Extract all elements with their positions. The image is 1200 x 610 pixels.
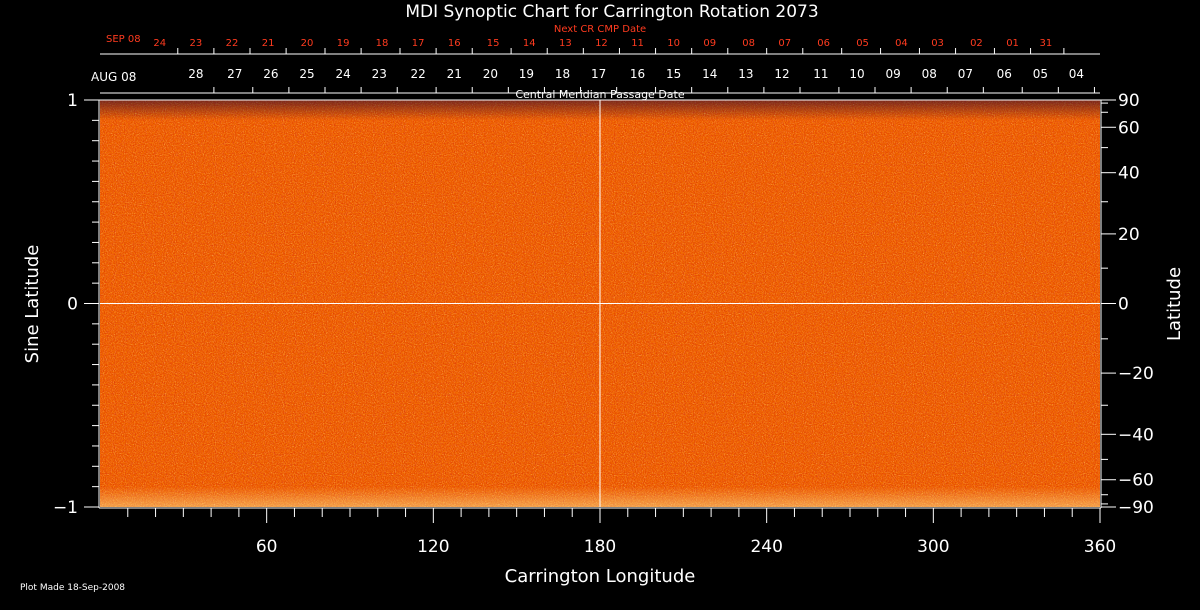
- next-cr-tick-label: 12: [595, 38, 608, 49]
- date-tick-label: 21: [447, 67, 462, 81]
- next-cr-axis-title: Next CR CMP Date: [554, 24, 646, 35]
- next-cr-tick-label: 19: [337, 38, 350, 49]
- next-cr-tick-label: 14: [523, 38, 536, 49]
- x-tick-label: 180: [584, 537, 616, 557]
- date-tick-label: 28: [188, 67, 203, 81]
- x-axis-title: Carrington Longitude: [505, 566, 696, 587]
- next-cr-tick-label: 11: [631, 38, 644, 49]
- date-tick-label: 20: [483, 67, 498, 81]
- x-tick-label: 300: [917, 537, 949, 557]
- next-cr-tick-label: 23: [190, 38, 203, 49]
- x-tick-label: 60: [256, 537, 278, 557]
- next-cr-tick-label: 08: [742, 38, 755, 49]
- x-tick-label: 360: [1084, 537, 1116, 557]
- date-tick-label: 10: [849, 67, 864, 81]
- lat-tick-label: 20: [1118, 225, 1140, 245]
- lat-tick-label: −20: [1118, 364, 1154, 384]
- date-tick-label: 07: [958, 67, 973, 81]
- next-cr-tick-label: 06: [817, 38, 830, 49]
- date-tick-label: 24: [335, 67, 350, 81]
- lat-tick-label: −90: [1118, 498, 1154, 518]
- date-tick-label: 22: [410, 67, 425, 81]
- y-axis-title-left: Sine Latitude: [22, 245, 43, 364]
- next-cr-tick-label: 13: [559, 38, 572, 49]
- y-tick-label: 1: [67, 91, 78, 111]
- date-tick-label: 06: [997, 67, 1012, 81]
- date-tick-label: 15: [666, 67, 681, 81]
- date-axis-start-label: AUG 08: [91, 70, 136, 84]
- next-cr-tick-label: 16: [448, 38, 461, 49]
- next-cr-tick-label: 03: [931, 38, 944, 49]
- next-cr-tick-label: 09: [703, 38, 716, 49]
- date-tick-label: 23: [372, 67, 387, 81]
- date-tick-label: 17: [591, 67, 606, 81]
- date-tick-label: 14: [702, 67, 717, 81]
- next-cr-tick-label: 01: [1006, 38, 1019, 49]
- date-tick-label: 05: [1033, 67, 1048, 81]
- date-tick-label: 19: [519, 67, 534, 81]
- lat-tick-label: 40: [1118, 164, 1140, 184]
- y-axis-title-right: Latitude: [1164, 267, 1185, 341]
- next-cr-tick-label: 24: [153, 38, 166, 49]
- date-tick-label: 16: [630, 67, 645, 81]
- date-tick-label: 09: [885, 67, 900, 81]
- next-cr-tick-label: 02: [970, 38, 983, 49]
- next-cr-tick-label: 31: [1040, 38, 1053, 49]
- next-cr-tick-label: 22: [226, 38, 239, 49]
- lat-tick-label: −60: [1118, 471, 1154, 491]
- top-axis-title: Central Meridian Passage Date: [515, 88, 684, 101]
- chart-title: MDI Synoptic Chart for Carrington Rotati…: [405, 2, 818, 22]
- next-cr-tick-label: 05: [856, 38, 869, 49]
- next-cr-tick-label: 21: [262, 38, 275, 49]
- next-cr-tick-label: 17: [412, 38, 425, 49]
- date-tick-label: 26: [263, 67, 278, 81]
- next-cr-tick-label: 15: [487, 38, 500, 49]
- next-cr-tick-label: 07: [778, 38, 791, 49]
- date-tick-label: 08: [922, 67, 937, 81]
- next-cr-tick-label: 18: [376, 38, 389, 49]
- next-cr-tick-label: 20: [301, 38, 314, 49]
- lat-tick-label: 60: [1118, 118, 1140, 138]
- date-tick-label: 12: [774, 67, 789, 81]
- lat-tick-label: −40: [1118, 425, 1154, 445]
- tick-marks: [84, 48, 1116, 523]
- x-tick-label: 240: [750, 537, 782, 557]
- date-tick-label: 11: [813, 67, 828, 81]
- lat-tick-label: 0: [1118, 295, 1129, 315]
- date-tick-label: 25: [299, 67, 314, 81]
- date-tick-label: 27: [227, 67, 242, 81]
- y-tick-label: −1: [53, 498, 78, 518]
- lat-tick-label: 90: [1118, 91, 1140, 111]
- date-tick-label: 18: [555, 67, 570, 81]
- next-cr-tick-label: 04: [895, 38, 908, 49]
- grid-lines: [100, 100, 1100, 507]
- next-cr-tick-label: 10: [667, 38, 680, 49]
- plot-made-note: Plot Made 18-Sep-2008: [20, 583, 125, 593]
- x-tick-label: 120: [417, 537, 449, 557]
- y-tick-label: 0: [67, 295, 78, 315]
- tick-labels: 60 120 180 240 300 36010−1906040200−20−40−60−…: [53, 38, 1154, 557]
- date-tick-label: 04: [1069, 67, 1084, 81]
- date-tick-label: 13: [738, 67, 753, 81]
- next-cr-start-label: SEP 08: [106, 34, 141, 45]
